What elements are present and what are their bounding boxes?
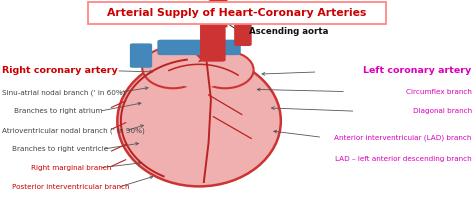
Ellipse shape [117,56,281,186]
FancyBboxPatch shape [88,2,386,24]
FancyBboxPatch shape [200,10,226,62]
Text: Diagonal branch: Diagonal branch [412,108,472,114]
Text: Sinu-atrial nodal branch (' in 60%): Sinu-atrial nodal branch (' in 60%) [2,89,126,96]
Text: Anterior interventricular (LAD) branch: Anterior interventricular (LAD) branch [334,134,472,141]
Text: Atrioventricular nodal branch (' in 90%): Atrioventricular nodal branch (' in 90%) [2,128,145,134]
Text: Branches to right atrium: Branches to right atrium [14,108,103,114]
FancyBboxPatch shape [157,40,241,55]
Text: Right marginal branch: Right marginal branch [31,165,111,171]
Text: Posterior interventricular branch: Posterior interventricular branch [12,184,129,191]
Text: Circumflex branch: Circumflex branch [406,89,472,95]
Text: Arterial Supply of Heart-Coronary Arteries: Arterial Supply of Heart-Coronary Arteri… [107,8,367,18]
FancyBboxPatch shape [130,43,152,68]
Ellipse shape [197,51,254,88]
Text: Right coronary artery: Right coronary artery [2,66,118,75]
Text: LAD – left anterior descending branch: LAD – left anterior descending branch [335,156,472,162]
Text: Ascending aorta: Ascending aorta [249,27,328,36]
Text: Left coronary artery: Left coronary artery [364,66,472,75]
Text: Branches to right ventricle: Branches to right ventricle [12,146,108,152]
Ellipse shape [173,62,225,88]
Ellipse shape [142,47,204,88]
FancyBboxPatch shape [234,11,252,46]
